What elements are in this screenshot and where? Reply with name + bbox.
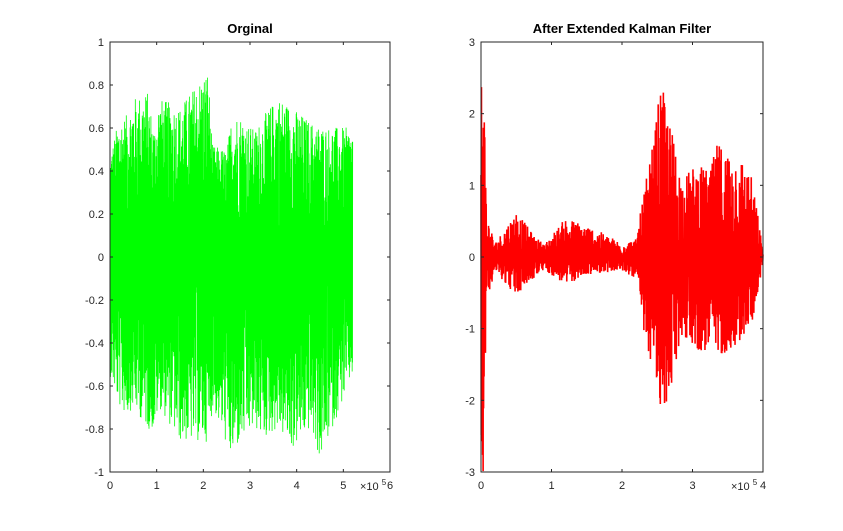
- filtered-x-exponent-base: ×10: [731, 481, 750, 493]
- filtered-x-tick-label: 0: [478, 480, 484, 492]
- filtered-x-exponent-power: 5: [753, 478, 758, 487]
- filtered-x-tick-label: 1: [548, 480, 554, 492]
- original-x-exponent-base: ×10: [360, 481, 379, 493]
- filtered-x-tick-label: 4: [760, 480, 766, 492]
- original-y-tick-label: -0.6: [85, 381, 104, 393]
- filtered-y-tick-label: -2: [465, 395, 475, 407]
- original-y-tick-label: -0.2: [85, 295, 104, 307]
- original-y-ticks: -1 -0.8 -0.6 -0.4 -0.2 0 0.2 0.4 0.6 0.8 1: [85, 37, 390, 479]
- filtered-y-tick-label: 2: [469, 109, 475, 121]
- original-x-tick-label: 2: [200, 480, 206, 492]
- original-y-tick-label: 0.8: [89, 80, 104, 92]
- filtered-y-tick-label: 3: [469, 37, 475, 49]
- original-x-exponent-power: 5: [382, 478, 387, 487]
- original-x-exponent: ×10 5: [360, 478, 387, 493]
- original-signal-trace: [109, 77, 354, 454]
- original-y-tick-label: -0.4: [85, 338, 104, 350]
- filtered-y-tick-label: 0: [469, 252, 475, 264]
- original-y-tick-label: 0: [98, 252, 104, 264]
- filtered-x-tick-label: 2: [619, 480, 625, 492]
- filtered-signal-line: [480, 87, 764, 472]
- filtered-axes: 0 1 2 3 4 -3 -2 -1 0 1 2 3 After Extended Kalman F…: [465, 21, 766, 493]
- filtered-chart-title: After Extended Kalman Filter: [533, 21, 711, 36]
- filtered-signal-trace: [480, 87, 764, 472]
- original-chart-title: Orginal: [227, 21, 273, 36]
- original-x-tick-label: 5: [340, 480, 346, 492]
- original-x-tick-label: 3: [247, 480, 253, 492]
- original-y-tick-label: 0.4: [89, 166, 104, 178]
- filtered-x-exponent: ×10 5: [731, 478, 758, 493]
- filtered-x-tick-label: 3: [689, 480, 695, 492]
- original-x-tick-label: 4: [294, 480, 300, 492]
- original-y-tick-label: -0.8: [85, 424, 104, 436]
- filtered-y-tick-label: 1: [469, 180, 475, 192]
- original-x-tick-label: 1: [154, 480, 160, 492]
- original-y-tick-label: -1: [94, 467, 104, 479]
- filtered-y-ticks: -3 -2 -1 0 1 2 3: [465, 37, 763, 479]
- original-y-tick-label: 0.2: [89, 209, 104, 221]
- original-signal-line: [109, 77, 354, 454]
- filtered-y-tick-label: -3: [465, 467, 475, 479]
- original-y-tick-label: 0.6: [89, 123, 104, 135]
- original-x-tick-label: 6: [387, 480, 393, 492]
- filtered-y-tick-label: -1: [465, 324, 475, 336]
- original-x-tick-label: 0: [107, 480, 113, 492]
- original-y-tick-label: 1: [98, 37, 104, 49]
